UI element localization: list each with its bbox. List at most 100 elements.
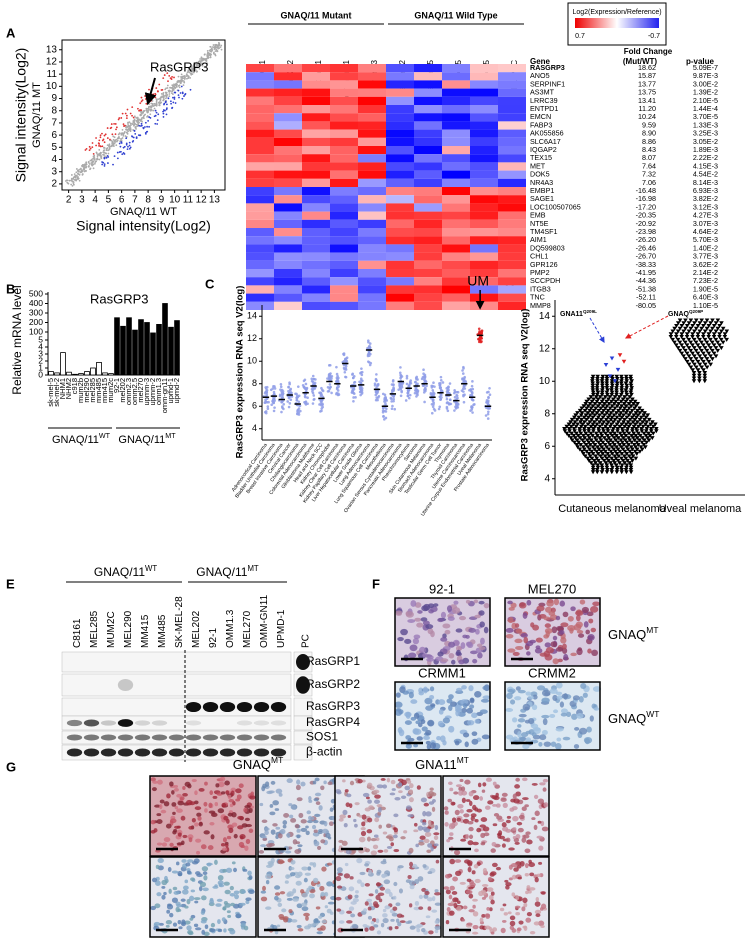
cell [406, 805, 412, 809]
cell [199, 822, 203, 827]
cell [480, 638, 485, 645]
down-dot [120, 146, 122, 148]
probe-dot [82, 173, 84, 175]
cell [563, 737, 570, 741]
sample-label: CRMM2 [528, 665, 576, 680]
sample-dot [400, 394, 403, 397]
cell [173, 891, 179, 895]
heatmap-cell [386, 121, 414, 129]
cell [329, 821, 334, 826]
cell [201, 844, 207, 849]
cell [171, 790, 175, 795]
heatmap-cell [330, 244, 358, 252]
heatmap-cell [246, 212, 274, 220]
cell [182, 835, 187, 838]
up-dot [137, 108, 139, 110]
cell [275, 808, 280, 811]
heatmap-cell [498, 89, 526, 97]
cell [367, 818, 372, 823]
cell [202, 866, 208, 871]
cell [456, 688, 462, 692]
cell [504, 880, 508, 883]
cell [417, 610, 422, 614]
cell [233, 868, 237, 873]
up-dot [99, 145, 101, 147]
cell [280, 829, 286, 834]
cell [349, 876, 353, 879]
cell [466, 641, 472, 646]
cell [354, 895, 358, 899]
up-dot [147, 94, 149, 96]
probe-dot [178, 76, 180, 78]
heatmap-cell [386, 212, 414, 220]
sample-dot [313, 378, 316, 381]
cell [491, 931, 495, 934]
cell [178, 833, 182, 837]
blot-band [135, 748, 150, 756]
cell [345, 863, 349, 866]
sample-dot [471, 385, 474, 388]
cell [563, 612, 569, 618]
group-label-main: GNAQ [608, 711, 646, 726]
blot-band [118, 719, 133, 727]
sample-dot [431, 385, 434, 388]
sample-dot [298, 400, 301, 403]
up-dot [98, 139, 100, 141]
probe-dot [189, 77, 191, 79]
heatmap-cell [386, 302, 414, 310]
heatmap-cell [442, 179, 470, 187]
heatmap-cell [358, 195, 386, 203]
heatmap-cell [386, 220, 414, 228]
cell [449, 788, 453, 792]
group-label: GNAQ/11WT [94, 564, 157, 580]
cell [409, 903, 412, 907]
y-tick-label: 6 [252, 401, 257, 411]
cell [174, 785, 178, 788]
cell [181, 816, 186, 821]
cell [498, 830, 502, 835]
sample-dot [266, 389, 269, 392]
cell [584, 621, 589, 628]
cell [588, 619, 593, 624]
sample-dot [431, 412, 434, 415]
cell [308, 800, 312, 803]
cell [532, 732, 537, 736]
cell [452, 877, 458, 882]
y-tick-label: 10 [539, 376, 551, 387]
cell [548, 611, 555, 616]
down-dot [124, 146, 126, 148]
cell [224, 882, 230, 886]
cell [437, 652, 443, 657]
heatmap-cell [414, 130, 442, 138]
cell [539, 734, 546, 740]
cell [509, 607, 515, 611]
sample-dot [265, 400, 268, 403]
heatmap-cell [470, 179, 498, 187]
cell [467, 720, 474, 725]
up-dot [115, 128, 117, 130]
sample-dot [470, 390, 473, 393]
sample-dot [446, 398, 449, 401]
blot-band [84, 720, 99, 727]
sample-dot [415, 378, 418, 381]
sample-dot [432, 381, 435, 384]
probe-dot [73, 183, 75, 185]
up-dot [168, 75, 170, 77]
down-dot [146, 131, 148, 133]
y-tick-label: 500 [29, 288, 43, 298]
group-label-main: GNA11 [415, 757, 457, 772]
cell [587, 649, 592, 654]
down-dot [157, 119, 159, 121]
cell [241, 923, 246, 927]
cell [475, 819, 479, 822]
heatmap-cell [274, 89, 302, 97]
heatmap-cell [246, 220, 274, 228]
cell [563, 654, 568, 661]
heatmap-cell [302, 130, 330, 138]
cell [517, 724, 521, 728]
sample-dot [433, 392, 436, 395]
cell [188, 931, 194, 935]
gene-name: MMP8 [530, 301, 551, 310]
cell [383, 859, 386, 863]
probe-dot [158, 102, 160, 104]
